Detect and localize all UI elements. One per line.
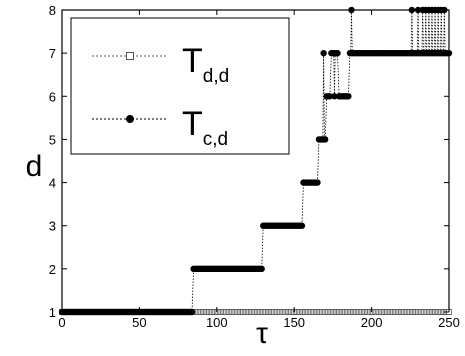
legend-box [70,17,290,155]
series-tcd-spike-line [322,53,325,140]
series-tcd-spike-line [425,9,427,54]
series-tcd-spike-point [348,6,355,14]
x-ticks: 0 50 100 150 200 250 [58,10,460,330]
series-tcd-spike-line [411,9,414,54]
series-tcd-spike-point [320,49,327,57]
series-tcd-point [188,308,196,316]
series-tcd-point [326,93,334,100]
series-tcd-spike-line [410,9,413,54]
series-tcd-point [321,136,329,143]
y-tick-label: 8 [49,3,56,18]
series-tcd-point [345,93,352,100]
y-axis-label: d [26,150,43,183]
series-tcd-spike-line [424,9,427,54]
series-tcd-spike-line [422,9,424,54]
series-tcd-spike-line [437,9,440,54]
x-tick-label: 200 [361,315,383,330]
legend-marker-tcd [126,115,134,123]
y-tick-label: 4 [49,176,56,191]
x-tick-label: 100 [206,315,228,330]
legend-label-tdd: Td,d [182,42,229,87]
x-axis-label: τ [256,317,268,350]
legend-marker-tdd [126,52,134,60]
y-tick-label: 1 [49,305,56,320]
x-tick-label: 50 [132,315,146,330]
series-tcd-spike-point [408,6,416,14]
x-tick-label: 0 [58,315,65,330]
series-tcd-spike-line [434,9,437,54]
series-tcd-spike-line [430,9,433,54]
series-tcd-spike-line [417,9,420,54]
series-tcd-spike-line [440,9,442,54]
y-tick-label: 3 [49,219,56,234]
series-tcd-spike-line [428,9,431,54]
series-tcd-spike-line [440,9,443,54]
series-tcd-spike-point [331,93,338,100]
series-tcd-spike-line [433,9,436,54]
series-tcd-spike-line [436,9,439,54]
x-tick-label: 250 [438,315,460,330]
series-tcd-spike-line [350,9,352,54]
series-tcd-point [314,179,321,186]
y-ticks: 1 2 3 4 5 6 7 8 [49,3,449,320]
series-tcd-spike-line [443,9,445,54]
y-tick-label: 2 [49,262,56,277]
series-tcd-spike-line [431,9,434,54]
series-tcd-spike-point [414,6,422,14]
series-tcd-point [298,222,306,229]
legend: Td,d Tc,d [70,17,290,155]
series-tcd-spike-line [334,53,336,97]
series-tcd-spike-line [427,9,430,54]
y-tick-label: 6 [49,89,56,104]
series-tcd-spike-line [333,53,335,97]
series-tcd-spike-line [443,9,446,54]
series-tcd-spike-line [351,9,353,54]
y-tick-label: 5 [49,132,56,147]
legend-label-tcd: Tc,d [182,105,228,150]
series-tcd-spike-line [421,9,424,54]
x-tick-label: 150 [283,315,305,330]
series-tcd-point [334,49,341,57]
series-tcd-spike-line [416,9,419,54]
y-tick-label: 7 [49,46,56,61]
series-tcd-point [258,265,265,273]
